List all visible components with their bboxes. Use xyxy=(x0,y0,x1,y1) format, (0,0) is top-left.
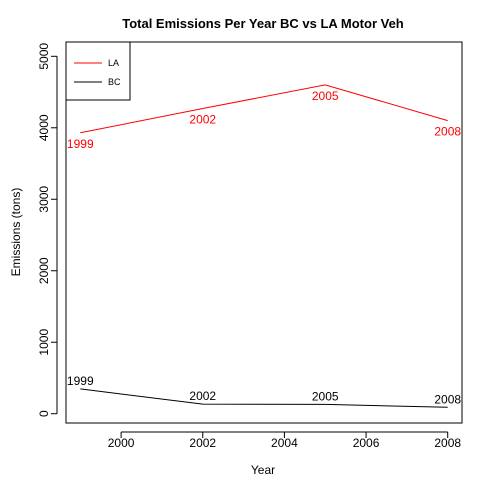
chart-title: Total Emissions Per Year BC vs LA Motor … xyxy=(122,16,404,31)
point-label-la: 2002 xyxy=(189,112,216,126)
y-tick-label: 3000 xyxy=(37,186,51,213)
point-label-bc: 2002 xyxy=(189,389,216,403)
legend: LA BC xyxy=(65,41,131,101)
point-label-la: 2005 xyxy=(312,89,339,103)
y-tick-label: 4000 xyxy=(37,114,51,141)
series-line-la xyxy=(80,84,448,134)
x-axis: 2000 2002 2004 2006 2008 xyxy=(108,431,461,450)
y-tick-label: 0 xyxy=(37,410,51,417)
point-label-bc: 2005 xyxy=(312,389,339,403)
y-tick-label: 1000 xyxy=(37,329,51,356)
y-axis-label: Emissions (tons) xyxy=(9,188,23,277)
point-label-bc: 1999 xyxy=(67,374,94,388)
y-axis: 0 1000 2000 3000 4000 5000 xyxy=(37,43,58,417)
x-tick-label: 2008 xyxy=(434,436,461,450)
x-tick-label: 2004 xyxy=(271,436,298,450)
x-tick-label: 2000 xyxy=(108,436,135,450)
legend-label-bc: BC xyxy=(108,77,121,87)
y-tick-label: 2000 xyxy=(37,257,51,284)
series-layer: 1999 2002 2005 2008 1999 2002 2005 2008 xyxy=(67,84,461,408)
x-tick-label: 2002 xyxy=(189,436,216,450)
x-axis-label: Year xyxy=(251,463,275,477)
legend-box xyxy=(65,41,131,101)
point-label-la: 1999 xyxy=(67,137,94,151)
point-label-la: 2008 xyxy=(434,125,461,139)
series-line-bc xyxy=(80,388,448,408)
point-label-bc: 2008 xyxy=(434,392,461,406)
y-tick-label: 5000 xyxy=(37,43,51,70)
legend-label-la: LA xyxy=(108,58,119,68)
plot-frame xyxy=(65,41,463,424)
x-tick-label: 2006 xyxy=(353,436,380,450)
